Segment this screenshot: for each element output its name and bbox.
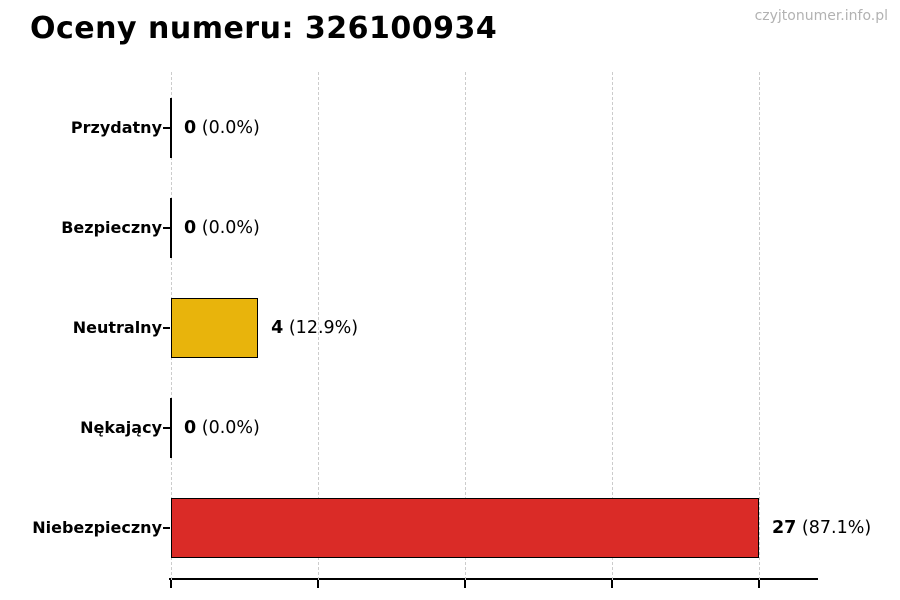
bar-zero	[170, 98, 172, 158]
category-tick	[163, 527, 170, 529]
value-percent: (0.0%)	[196, 218, 260, 238]
category-tick	[163, 227, 170, 229]
gridline	[465, 72, 466, 580]
x-axis-line	[169, 578, 818, 580]
category-label: Bezpieczny	[61, 218, 162, 237]
value-percent: (87.1%)	[796, 518, 872, 538]
category-tick	[163, 127, 170, 129]
category-label: Neutralny	[72, 318, 162, 337]
category-tick	[163, 427, 170, 429]
x-axis-tick	[317, 580, 319, 588]
bar	[171, 498, 759, 558]
value-label: 27 (87.1%)	[772, 516, 871, 540]
category-label: Przydatny	[70, 118, 162, 137]
value-count: 4	[271, 318, 284, 338]
value-count: 0	[184, 218, 197, 238]
x-axis-tick	[170, 580, 172, 588]
value-count: 27	[772, 518, 797, 538]
value-count: 0	[184, 418, 197, 438]
bar	[171, 298, 259, 358]
value-percent: (12.9%)	[283, 318, 359, 338]
bar-zero	[170, 198, 172, 258]
value-label: 0 (0.0%)	[184, 116, 260, 140]
x-axis-tick	[611, 580, 613, 588]
value-percent: (0.0%)	[196, 418, 260, 438]
bar-zero	[170, 398, 172, 458]
value-count: 0	[184, 118, 197, 138]
chart-title: Oceny numeru: 326100934	[30, 11, 498, 46]
watermark-text: czyjtonumer.info.pl	[754, 8, 888, 24]
gridline	[612, 72, 613, 580]
x-axis-tick	[464, 580, 466, 588]
value-label: 0 (0.0%)	[184, 416, 260, 440]
gridline	[318, 72, 319, 580]
category-label: Nękający	[80, 418, 162, 437]
gridline	[759, 72, 760, 580]
value-label: 4 (12.9%)	[271, 316, 358, 340]
value-label: 0 (0.0%)	[184, 216, 260, 240]
category-label: Niebezpieczny	[32, 518, 162, 537]
category-tick	[163, 327, 170, 329]
x-axis-tick	[758, 580, 760, 588]
value-percent: (0.0%)	[196, 118, 260, 138]
